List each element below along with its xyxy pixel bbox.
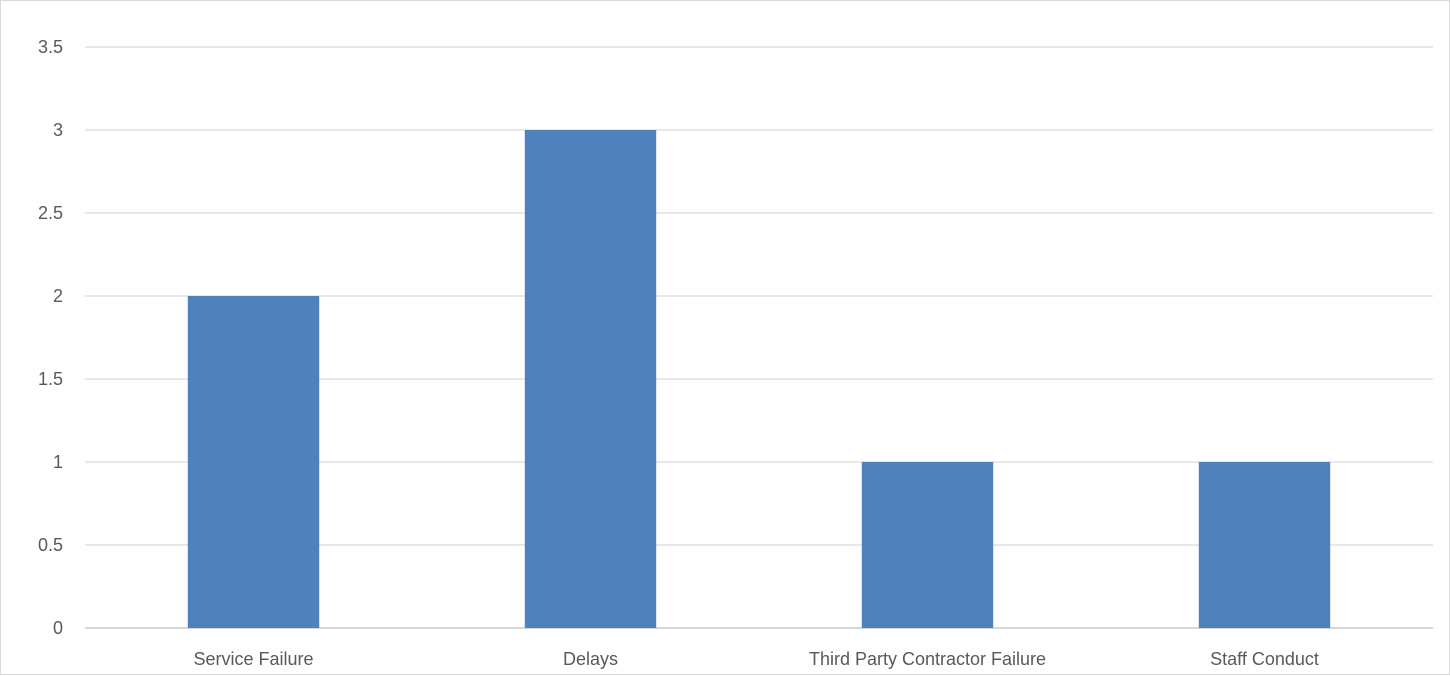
bars <box>187 130 1331 628</box>
y-tick-label: 2.5 <box>38 203 63 223</box>
x-tick-label: Third Party Contractor Failure <box>809 649 1046 669</box>
y-tick-label: 2 <box>53 286 63 306</box>
y-tick-label: 0.5 <box>38 535 63 555</box>
y-tick-label: 3.5 <box>38 37 63 57</box>
x-tick-label: Staff Conduct <box>1210 649 1319 669</box>
bar-third-party-contractor-failure <box>861 462 994 628</box>
y-tick-label: 1.5 <box>38 369 63 389</box>
bar-service-failure <box>187 296 320 628</box>
x-axis-ticks: Service Failure Delays Third Party Contrac… <box>193 649 1318 669</box>
y-tick-label: 1 <box>53 452 63 472</box>
bar-staff-conduct <box>1198 462 1331 628</box>
y-tick-label: 3 <box>53 120 63 140</box>
x-tick-label: Delays <box>563 649 618 669</box>
y-axis-ticks: 0 0.5 1 1.5 2 2.5 3 3.5 <box>38 37 63 638</box>
bar-delays <box>524 130 657 628</box>
x-tick-label: Service Failure <box>193 649 313 669</box>
y-tick-label: 0 <box>53 618 63 638</box>
